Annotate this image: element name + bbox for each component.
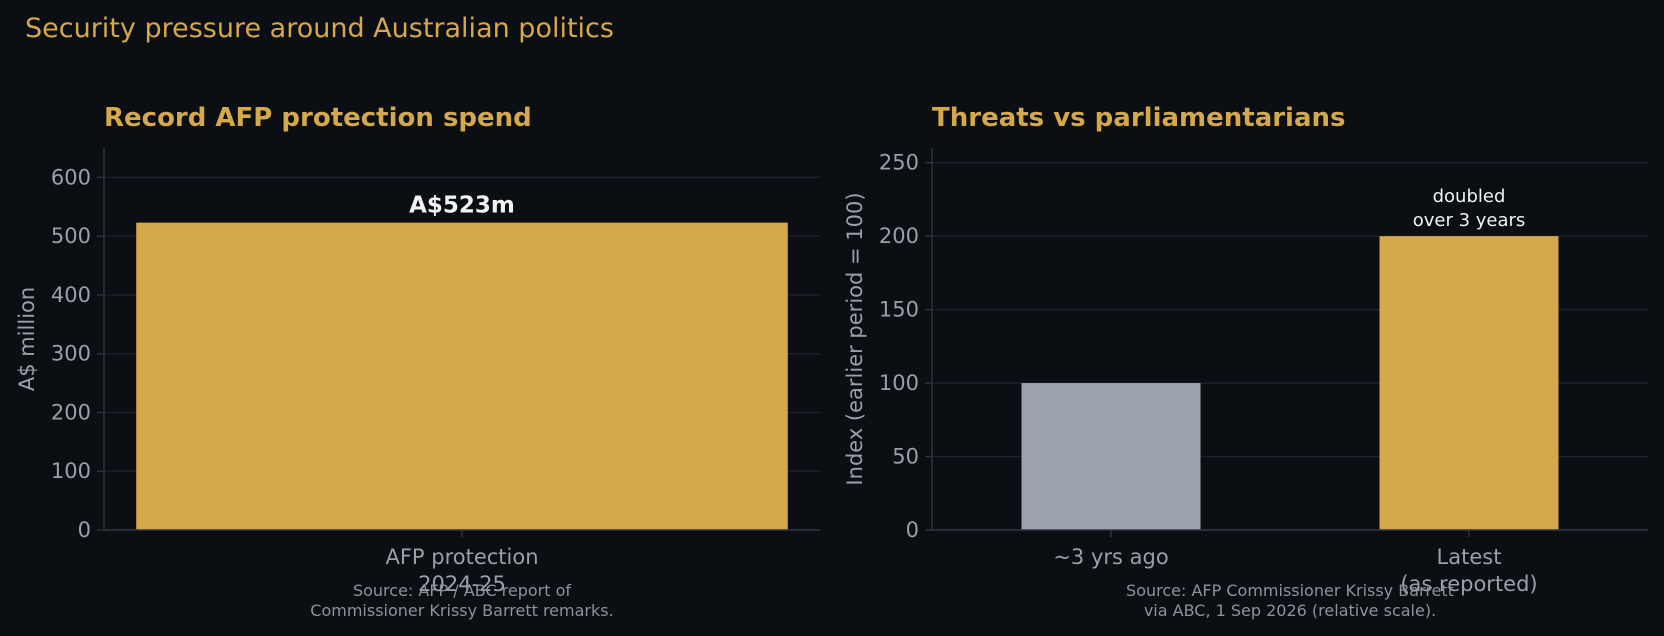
chart-afp-spend: Record AFP protection spend 0 100 200 300 400… [15,103,820,620]
annotation: doubled over 3 years [1413,186,1526,231]
y-tick-label: 150 [879,298,919,322]
y-tick-label: 600 [51,165,91,189]
y-tick-label: 50 [892,445,919,469]
y-tick-label: 0 [906,518,919,542]
x-tick-label: ~3 yrs ago [1053,545,1168,569]
bar [1021,383,1201,530]
y-tick-label: 250 [879,151,919,175]
chart-title: Threats vs parliamentarians [932,103,1346,133]
y-tick-label: 300 [51,342,91,366]
y-tick-label: 500 [51,224,91,248]
figure-title: Security pressure around Australian poli… [25,13,614,44]
y-tick-label: 0 [78,518,91,542]
y-axis-label: A$ million [15,287,39,391]
source-note: Source: AFP Commissioner Krissy Barrett v… [1126,581,1454,620]
y-axis-label: Index (earlier period = 100) [843,192,867,485]
bar [136,222,788,531]
y-tick-label: 200 [879,224,919,248]
bar [1379,236,1559,530]
y-tick-label: 100 [879,371,919,395]
chart-threats: Threats vs parliamentarians 0 50 100 150 200 2… [843,103,1648,620]
y-tick-label: 200 [51,400,91,424]
data-label: A$523m [409,193,515,219]
y-tick-label: 100 [51,459,91,483]
x-tick-label: AFP protection 2024-25 [385,545,538,596]
chart-title: Record AFP protection spend [104,103,532,133]
x-tick-label: Latest (as reported) [1400,545,1537,596]
y-tick-label: 400 [51,283,91,307]
source-note: Source: AFP / ABC report of Commissioner … [310,581,613,620]
